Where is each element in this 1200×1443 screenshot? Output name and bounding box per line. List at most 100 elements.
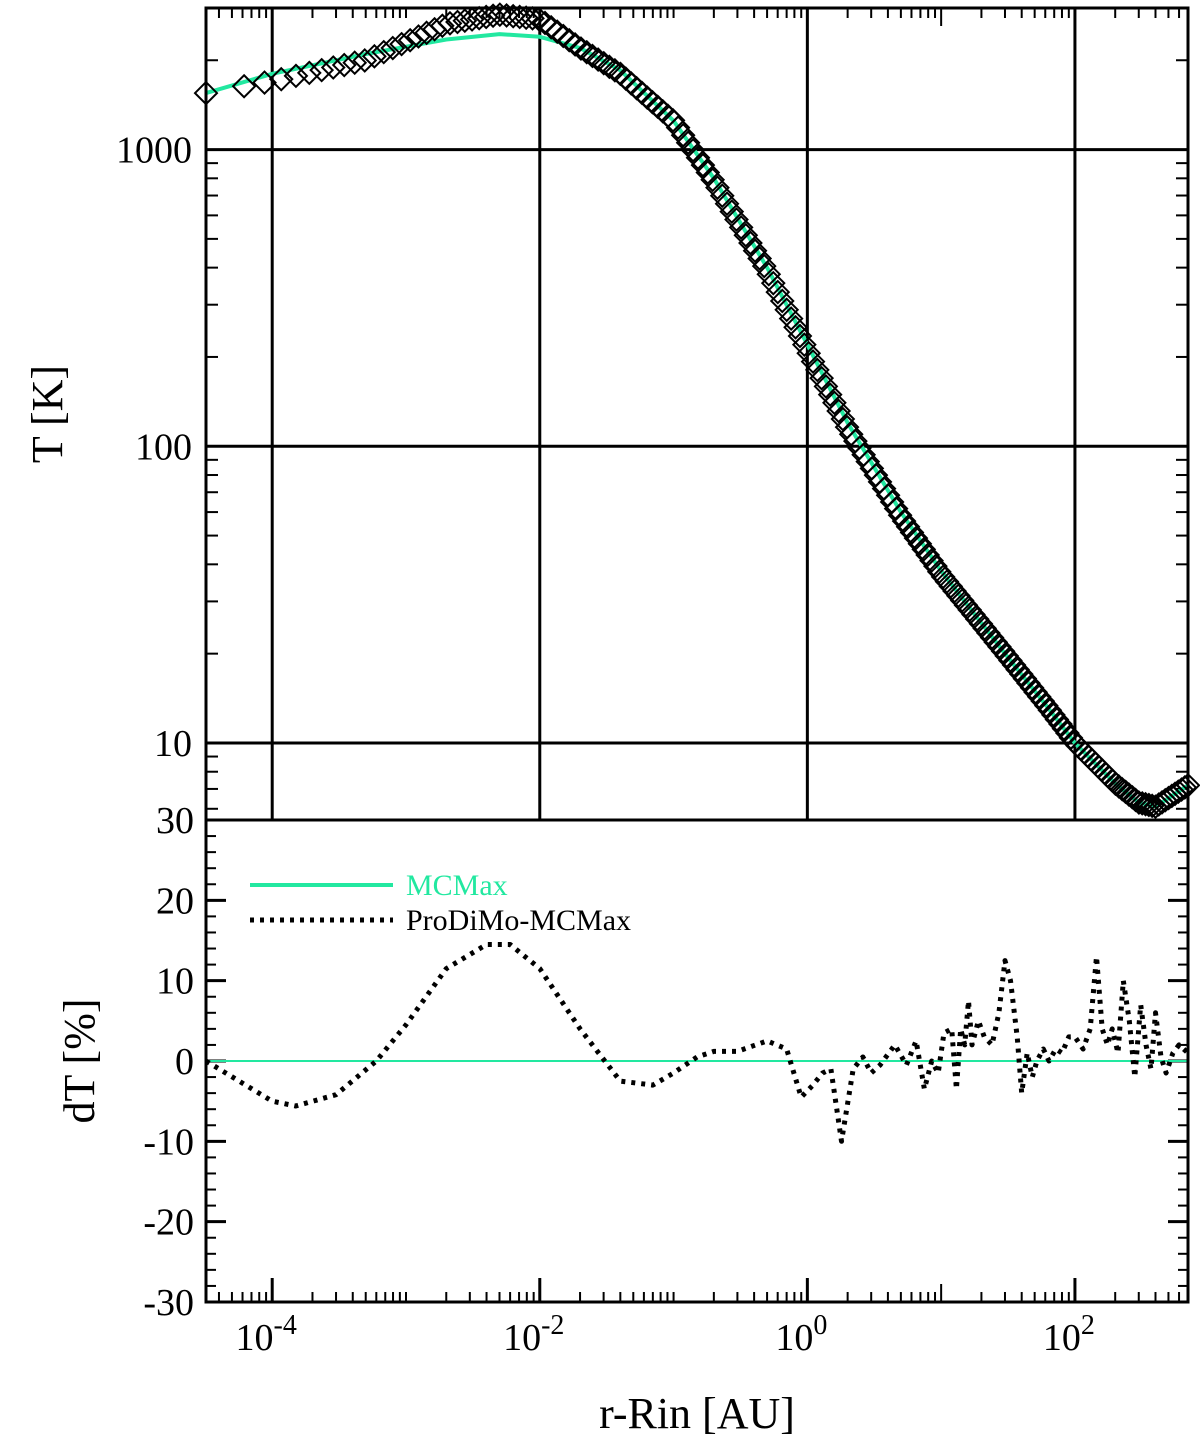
temperature-series (193, 2, 1200, 820)
prodimo-diamond-marker (813, 374, 839, 399)
prodimo-diamond-marker (738, 230, 763, 256)
prodimo-diamond-marker (769, 288, 795, 314)
prodimo-diamond-marker (690, 152, 716, 178)
prodimo-diamond-marker (822, 390, 847, 416)
prodimo-diamond-marker (466, 5, 492, 31)
prodimo-diamond-marker (817, 382, 843, 408)
prodimo-diamond-marker (899, 520, 925, 545)
legend-label: ProDiMo-MCMax (406, 904, 631, 937)
prodimo-diamond-marker (883, 496, 909, 521)
prodimo-diamond-marker (342, 50, 368, 76)
prodimo-diamond-marker (714, 191, 740, 217)
prodimo-diamond-marker (532, 10, 558, 36)
prodimo-diamond-marker (765, 279, 791, 305)
prodimo-diamond-marker (480, 3, 506, 29)
prodimo-diamond-marker (907, 531, 933, 557)
prodimo-diamond-marker (670, 122, 696, 148)
prodimo-diamond-marker (800, 349, 826, 374)
prodimo-diamond-marker (331, 52, 357, 78)
prodimo-diamond-marker (742, 238, 768, 264)
prodimo-diamond-marker (728, 214, 754, 240)
prodimo-diamond-marker (796, 340, 822, 366)
prodimo-diamond-marker (774, 297, 800, 323)
y-tick-label: 0 (175, 1041, 194, 1083)
prodimo-diamond-marker (520, 5, 545, 31)
prodimo-diamond-marker (809, 365, 835, 391)
prodimo-diamond-marker (296, 60, 322, 86)
prodimo-diamond-marker (389, 31, 414, 57)
y-tick-label: 30 (156, 800, 194, 842)
legend-label: MCMax (406, 869, 508, 902)
prodimo-diamond-marker (783, 314, 808, 340)
prodimo-mcmax-difference-line (204, 942, 1190, 1144)
y-tick-label: 10 (154, 723, 192, 765)
difference-series (204, 942, 1190, 1144)
prodimo-diamond-marker (660, 107, 686, 133)
prodimo-diamond-marker (538, 14, 564, 40)
prodimo-diamond-marker (397, 27, 423, 53)
prodimo-diamond-marker (751, 253, 777, 279)
x-tick-label: 102 (1043, 1310, 1095, 1359)
x-tick-label: 100 (775, 1310, 827, 1359)
y-tick-label: 10 (156, 961, 194, 1003)
prodimo-diamond-marker (473, 4, 499, 30)
x-tick-label: 10-2 (503, 1310, 564, 1359)
prodimo-diamond-marker (911, 536, 937, 562)
prodimo-diamond-marker (602, 57, 628, 83)
prodimo-diamond-marker (680, 137, 706, 163)
prodimo-diamond-marker (778, 306, 804, 331)
prodimo-diamond-marker (320, 55, 346, 80)
prodimo-diamond-marker (695, 160, 721, 185)
prodimo-diamond-marker (1126, 790, 1152, 815)
prodimo-diamond-marker (380, 35, 406, 61)
temperature-y-axis-label: T [K] (23, 365, 72, 463)
prodimo-diamond-marker (685, 145, 711, 171)
prodimo-diamond-marker (891, 508, 917, 534)
difference-panel: -30 -20 -10 0 10 20 30 10-4 10-2 100 102 dT [%] r-… (55, 800, 1190, 1438)
prodimo-diamond-marker (556, 27, 582, 53)
prodimo-diamond-marker (895, 514, 921, 540)
prodimo-diamond-marker (919, 548, 944, 573)
prodimo-diamond-marker (550, 23, 576, 49)
prodimo-diamond-marker (1139, 793, 1165, 819)
prodimo-diamond-marker (574, 39, 600, 65)
prodimo-diamond-marker (700, 167, 726, 193)
x-tick-label: 10-4 (236, 1310, 297, 1359)
prodimo-diamond-marker (452, 8, 478, 34)
prodimo-diamond-marker (830, 406, 856, 432)
prodimo-diamond-marker (665, 115, 691, 141)
difference-y-axis-label: dT [%] (55, 998, 104, 1123)
prodimo-diamond-marker (544, 19, 570, 45)
y-tick-label: -10 (143, 1121, 194, 1163)
prodimo-diamond-marker (923, 553, 948, 579)
difference-plot-frame (204, 818, 1190, 1304)
prodimo-diamond-marker (747, 246, 773, 271)
prodimo-diamond-marker (459, 7, 485, 32)
prodimo-diamond-marker (352, 48, 378, 73)
prodimo-diamond-marker (903, 525, 929, 551)
prodimo-diamond-marker (526, 6, 552, 32)
prodimo-diamond-marker (915, 542, 941, 568)
prodimo-diamond-marker (562, 32, 588, 57)
prodimo-diamond-marker (445, 9, 470, 35)
prodimo-diamond-marker (756, 261, 782, 287)
y-tick-label: 100 (135, 426, 192, 468)
prodimo-diamond-marker (591, 50, 617, 76)
prodimo-diamond-marker (568, 36, 594, 61)
prodimo-diamond-marker (705, 175, 730, 201)
prodimo-diamond-marker (675, 130, 701, 156)
prodimo-diamond-marker (283, 63, 309, 89)
prodimo-diamond-marker (437, 10, 463, 36)
prodimo-diamond-marker (231, 73, 257, 99)
prodimo-diamond-marker (791, 332, 817, 358)
prodimo-diamond-marker (580, 43, 605, 69)
difference-tick-labels: -30 -20 -10 0 10 20 30 10-4 10-2 100 102 (143, 800, 1095, 1359)
temperature-grid (206, 8, 1188, 820)
prodimo-diamond-marker (596, 54, 622, 80)
prodimo-diamond-marker (887, 502, 913, 528)
prodimo-diamond-marker (429, 13, 455, 39)
prodimo-diamond-marker (724, 207, 749, 232)
y-tick-label: -20 (143, 1202, 194, 1244)
